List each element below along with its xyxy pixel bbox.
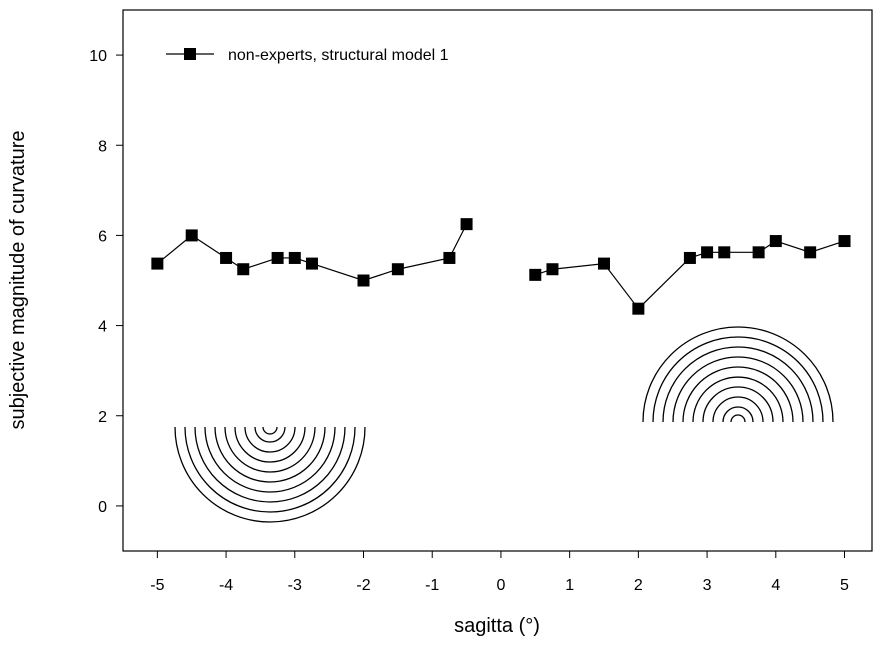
data-point bbox=[718, 246, 731, 259]
x-tick-label: -5 bbox=[150, 577, 164, 594]
data-point bbox=[804, 246, 817, 259]
y-axis-label: subjective magnitude of curvature bbox=[7, 130, 29, 429]
x-tick-label: 3 bbox=[703, 577, 712, 594]
data-point bbox=[632, 302, 645, 315]
data-point bbox=[305, 257, 318, 270]
concentric-arcs-up bbox=[642, 326, 834, 423]
x-tick-label: 5 bbox=[840, 577, 849, 594]
y-tick-label: 10 bbox=[89, 48, 107, 65]
data-point bbox=[701, 246, 714, 259]
data-point bbox=[185, 229, 198, 242]
y-tick-label: 2 bbox=[98, 409, 107, 426]
x-tick-label: 1 bbox=[565, 577, 574, 594]
data-point bbox=[546, 263, 559, 276]
data-point bbox=[151, 257, 164, 270]
data-point bbox=[598, 257, 611, 270]
x-tick-label: 4 bbox=[771, 577, 780, 594]
data-point bbox=[220, 251, 233, 264]
legend-marker bbox=[184, 48, 196, 60]
x-tick-label: -2 bbox=[356, 577, 370, 594]
x-tick-label: -4 bbox=[219, 577, 233, 594]
x-tick-label: 2 bbox=[634, 577, 643, 594]
data-point bbox=[769, 235, 782, 248]
y-tick-label: 4 bbox=[98, 319, 107, 336]
data-point bbox=[237, 263, 250, 276]
x-axis-label: sagitta (°) bbox=[454, 615, 540, 637]
x-tick-label: -3 bbox=[288, 577, 302, 594]
data-point bbox=[529, 268, 542, 281]
data-point bbox=[357, 274, 370, 287]
series-line bbox=[156, 223, 845, 310]
data-point bbox=[838, 235, 851, 248]
y-tick-label: 0 bbox=[98, 499, 107, 516]
data-point bbox=[443, 251, 456, 264]
data-point bbox=[460, 218, 473, 231]
data-point bbox=[683, 251, 696, 264]
legend-label: non-experts, structural model 1 bbox=[228, 47, 449, 64]
data-point bbox=[391, 263, 404, 276]
x-tick-label: -1 bbox=[425, 577, 439, 594]
plot-frame bbox=[122, 9, 873, 552]
y-tick-label: 6 bbox=[98, 228, 107, 245]
data-point bbox=[288, 251, 301, 264]
y-tick-label: 8 bbox=[98, 138, 107, 155]
data-point bbox=[752, 246, 765, 259]
x-tick-label: 0 bbox=[496, 577, 505, 594]
concentric-arcs-down bbox=[174, 426, 366, 523]
data-point bbox=[271, 251, 284, 264]
